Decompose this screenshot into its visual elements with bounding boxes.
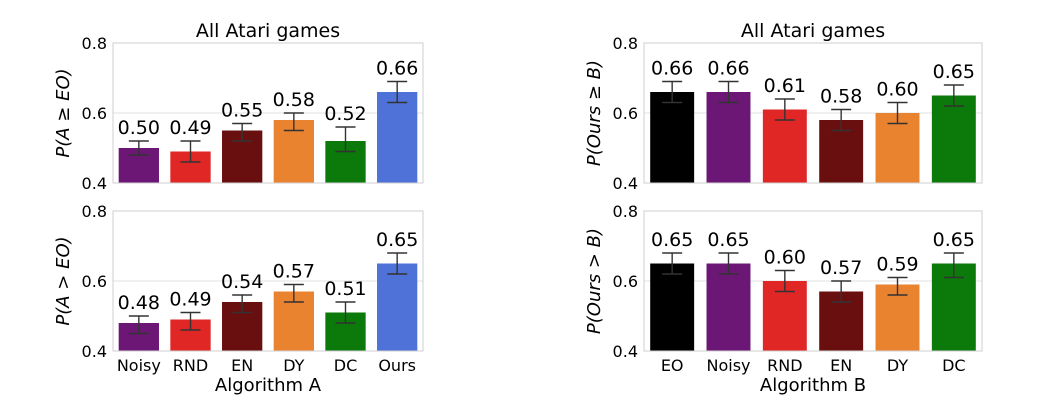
value-label: 0.58 <box>820 86 862 108</box>
bar-dy <box>875 113 920 183</box>
value-label: 0.58 <box>273 89 315 111</box>
plot-frame <box>112 42 424 184</box>
x-tick-label: EN <box>231 356 253 375</box>
plot-frame <box>643 42 983 184</box>
value-label: 0.54 <box>221 271 263 293</box>
x-tick-label: Ours <box>378 356 416 375</box>
x-tick-label: Noisy <box>706 356 750 375</box>
y-axis-label: P(A ≥ EO) <box>53 68 74 157</box>
chart-title: All Atari games <box>196 20 340 42</box>
x-tick-label: DY <box>887 356 908 375</box>
x-tick-label: EO <box>661 356 684 375</box>
y-tick-label: 0.6 <box>613 272 638 291</box>
bar-ours <box>377 263 418 351</box>
y-tick-label: 0.4 <box>82 174 107 193</box>
y-tick-label: 0.8 <box>82 34 107 53</box>
bar-noisy <box>706 263 751 351</box>
y-tick-label: 0.6 <box>82 104 107 123</box>
x-tick-label: DC <box>942 356 966 375</box>
x-tick-label: DC <box>334 356 358 375</box>
value-label: 0.49 <box>169 117 211 139</box>
value-label: 0.66 <box>651 58 693 80</box>
y-tick-label: 0.4 <box>82 342 107 361</box>
value-label: 0.60 <box>764 247 806 269</box>
bar-ours <box>377 92 418 183</box>
bar-rnd <box>762 281 807 351</box>
chart-title: All Atari games <box>741 20 885 42</box>
x-axis-label: Algorithm A <box>215 375 322 396</box>
x-tick-label: RND <box>173 356 208 375</box>
y-axis-label: P(Ours > B) <box>584 228 605 334</box>
plot-frame <box>643 210 983 352</box>
value-label: 0.65 <box>376 229 418 251</box>
y-tick-label: 0.4 <box>613 342 638 361</box>
bar-dc <box>931 95 976 183</box>
plot-frame <box>112 210 424 352</box>
value-label: 0.66 <box>376 58 418 80</box>
x-tick-label: DY <box>283 356 304 375</box>
y-axis-label: P(Ours ≥ B) <box>584 60 605 166</box>
value-label: 0.51 <box>324 278 366 300</box>
bar-noisy <box>706 92 751 183</box>
x-axis-label: Algorithm B <box>760 375 866 396</box>
bar-eo <box>650 263 695 351</box>
bar-eo <box>650 92 695 183</box>
value-label: 0.50 <box>118 117 160 139</box>
y-tick-label: 0.8 <box>82 202 107 221</box>
value-label: 0.57 <box>273 261 315 283</box>
value-label: 0.65 <box>707 229 749 251</box>
bar-rnd <box>762 109 807 183</box>
value-label: 0.55 <box>221 100 263 122</box>
y-tick-label: 0.6 <box>82 272 107 291</box>
value-label: 0.48 <box>118 292 160 314</box>
x-tick-label: Noisy <box>117 356 161 375</box>
value-label: 0.60 <box>876 79 918 101</box>
y-tick-label: 0.6 <box>613 104 638 123</box>
value-label: 0.49 <box>169 289 211 311</box>
value-label: 0.65 <box>933 61 975 83</box>
y-tick-label: 0.4 <box>613 174 638 193</box>
y-tick-label: 0.8 <box>613 202 638 221</box>
value-label: 0.65 <box>651 229 693 251</box>
value-label: 0.59 <box>876 254 918 276</box>
value-label: 0.61 <box>764 75 806 97</box>
value-label: 0.57 <box>820 257 862 279</box>
y-tick-label: 0.8 <box>613 34 638 53</box>
value-label: 0.66 <box>707 58 749 80</box>
value-label: 0.65 <box>933 229 975 251</box>
x-tick-label: RND <box>767 356 802 375</box>
value-label: 0.52 <box>324 103 366 125</box>
y-axis-label: P(A > EO) <box>53 236 74 325</box>
x-tick-label: EN <box>830 356 852 375</box>
